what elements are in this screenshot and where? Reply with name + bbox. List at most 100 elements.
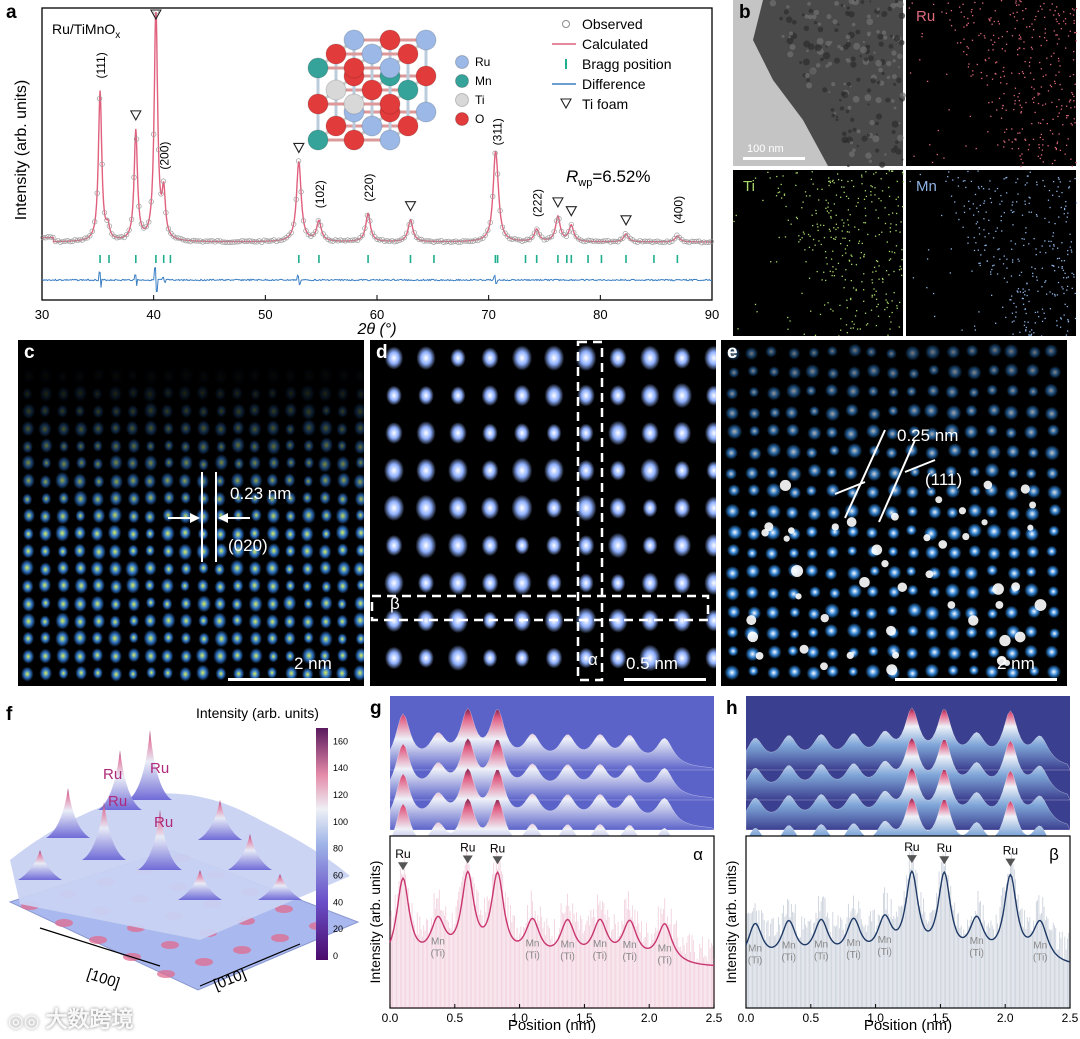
- lattice-spot: [285, 439, 296, 452]
- eds-dot: [1030, 333, 1033, 335]
- xrd-observed-point: [254, 239, 260, 245]
- eds-scale-text: 100 nm: [747, 143, 784, 155]
- lattice-spot: [987, 343, 1002, 357]
- x-tick-label: 2.0: [641, 1011, 658, 1025]
- lattice-spot: [906, 625, 919, 637]
- eds-dot: [992, 265, 994, 267]
- eds-dot: [1072, 74, 1075, 76]
- eds-dot: [888, 259, 891, 261]
- eds-dot: [1001, 200, 1003, 202]
- eds-dot: [926, 287, 928, 289]
- eds-dot: [902, 173, 904, 175]
- tem-grain: [865, 152, 872, 159]
- tem-grain: [808, 14, 813, 20]
- lattice-spot: [608, 420, 628, 446]
- eds-dot: [978, 311, 980, 313]
- eds-dot: [770, 261, 772, 263]
- surface-peak: [128, 730, 172, 800]
- eds-dot: [852, 185, 855, 188]
- lattice-spot: [987, 646, 1000, 659]
- xrd-observed-point: [617, 236, 624, 243]
- bright-cluster: [1011, 582, 1021, 592]
- eds-dot: [848, 239, 851, 242]
- eds-dot: [816, 270, 818, 273]
- lattice-spot: [744, 346, 759, 361]
- eds-dot: [847, 197, 850, 200]
- lattice-spot: [1047, 606, 1060, 619]
- lattice-spot: [355, 387, 367, 401]
- lattice-spot: [127, 509, 140, 524]
- lattice-spot: [1024, 582, 1039, 598]
- eds-dot: [1051, 101, 1053, 104]
- lattice-spot: [905, 485, 920, 499]
- eds-dot: [1073, 19, 1075, 22]
- eds-dot: [1000, 0, 1003, 2]
- lattice-spot: [109, 615, 121, 629]
- eds-dot: [836, 173, 839, 175]
- lattice-spot: [789, 606, 801, 618]
- eds-dot: [828, 177, 830, 179]
- eds-dot: [812, 183, 814, 185]
- lattice-spot: [887, 565, 902, 580]
- eds-dot: [1051, 3, 1053, 5]
- alpha-line-label: α: [588, 650, 598, 669]
- eds-dot: [832, 250, 834, 252]
- ti-label: (Ti): [657, 956, 672, 967]
- eds-dot: [1057, 177, 1060, 179]
- lattice-spot: [163, 562, 175, 576]
- lattice-spot: [449, 422, 467, 444]
- lattice-spot: [125, 576, 140, 594]
- lattice-spot: [39, 648, 52, 664]
- eds-dot: [1064, 272, 1066, 275]
- eds-dot: [864, 207, 866, 209]
- lattice-spot: [905, 345, 921, 361]
- lattice-spot: [766, 386, 781, 401]
- lattice-spot: [58, 491, 70, 505]
- eds-dot: [981, 77, 983, 80]
- lattice-spot: [1046, 545, 1058, 557]
- eds-dot: [823, 304, 826, 306]
- lattice-spot: [143, 629, 158, 647]
- lattice-spot: [385, 422, 403, 444]
- lattice-spot: [1049, 628, 1061, 639]
- lattice-spot: [284, 386, 297, 401]
- eds-dot: [950, 195, 953, 197]
- lattice-spot: [514, 648, 530, 668]
- xrd-observed-point: [585, 237, 592, 243]
- lattice-spot: [179, 421, 192, 436]
- lattice-spot: [55, 524, 70, 542]
- bright-cluster: [1014, 631, 1026, 643]
- lattice-spot: [302, 580, 313, 593]
- lattice-spot: [127, 596, 141, 612]
- lattice-spot: [673, 347, 691, 369]
- profile-frame: [389, 835, 715, 1009]
- lattice-spot: [214, 630, 229, 648]
- ti-foam-marker: [129, 110, 142, 121]
- lattice-spot: [481, 534, 499, 557]
- eds-dot: [977, 170, 979, 172]
- ti-label: (Ti): [593, 951, 608, 962]
- eds-dot: [1038, 147, 1040, 149]
- eds-dot: [957, 177, 959, 179]
- lattice-spot: [384, 646, 404, 670]
- lattice-spot: [826, 545, 839, 559]
- atom: [343, 57, 365, 79]
- lattice-spot: [161, 648, 174, 664]
- tem-grain: [856, 77, 861, 82]
- eds-dot: [1021, 71, 1024, 73]
- structure-legend-atom-icon: [455, 74, 469, 88]
- eds-dot: [1023, 244, 1025, 247]
- eds-dot: [967, 22, 969, 24]
- lattice-spot: [144, 510, 156, 524]
- eds-dot: [1024, 184, 1026, 186]
- lattice-spot: [807, 426, 822, 441]
- xrd-observed-point: [67, 238, 73, 245]
- eds-dot: [787, 328, 789, 330]
- tem-grain: [804, 73, 810, 78]
- lattice-spot: [301, 667, 314, 682]
- eds-dot: [802, 231, 805, 233]
- xrd-observed-point: [207, 238, 213, 244]
- eds-dot: [1001, 48, 1004, 50]
- lattice-spot: [672, 534, 692, 557]
- eds-dot: [901, 258, 903, 261]
